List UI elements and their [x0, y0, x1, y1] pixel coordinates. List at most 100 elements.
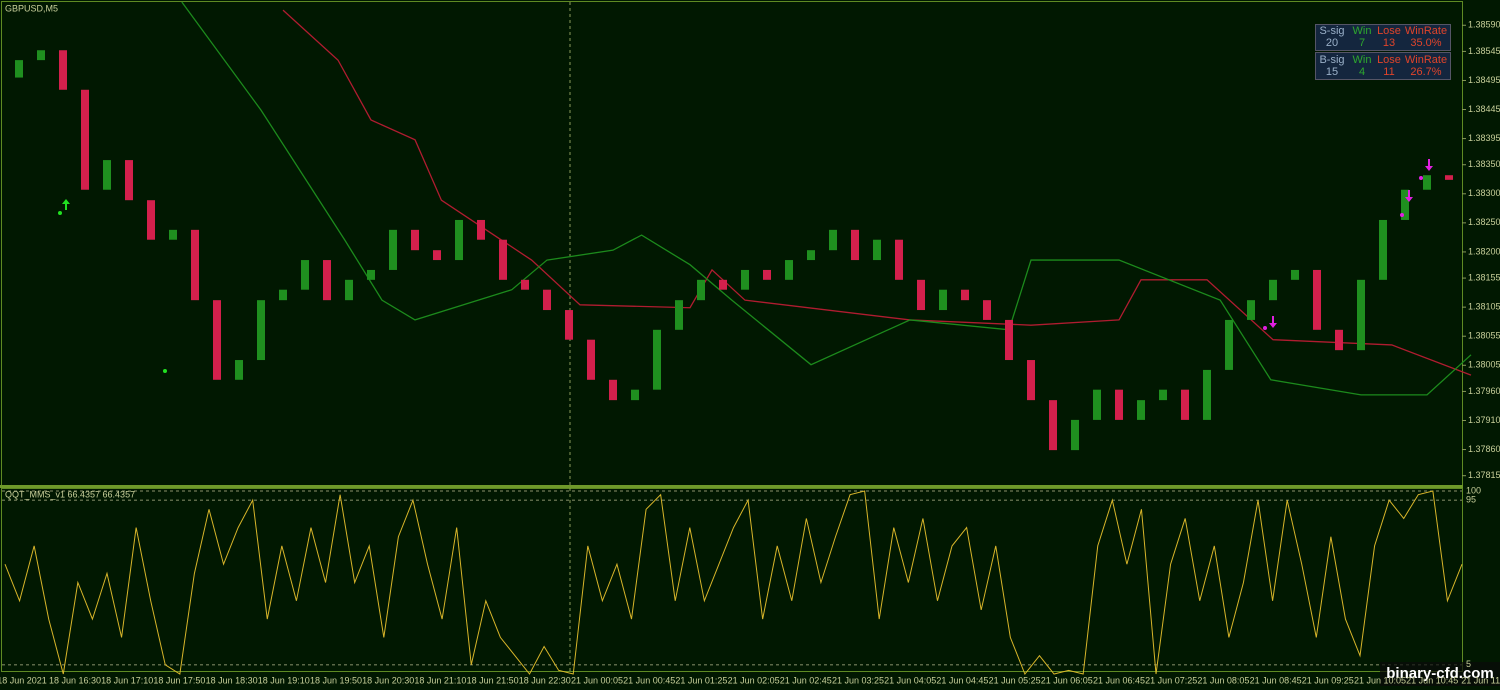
- cloud-line: [181, 1, 1472, 396]
- time-label: 18 Jun 19:50: [310, 675, 362, 685]
- y-tick-label: 5: [1466, 659, 1471, 669]
- time-label: 18 Jun 20:30: [362, 675, 414, 685]
- candle: [917, 279, 925, 311]
- candle: [477, 219, 485, 240]
- candle: [59, 50, 67, 90]
- stats-cell: 4: [1359, 66, 1365, 78]
- stats-cell: Win: [1353, 25, 1372, 37]
- candle: [345, 279, 353, 301]
- candle: [301, 260, 309, 290]
- candle: [103, 160, 111, 190]
- time-label: 18 Jun 21:10: [414, 675, 466, 685]
- stats-cell: WinRate: [1405, 25, 1447, 37]
- candle: [1247, 300, 1255, 320]
- time-label: 21 Jun 02:45: [780, 675, 832, 685]
- stats-cell: 35.0%: [1410, 37, 1441, 49]
- candle: [367, 269, 375, 280]
- y-tick-label: 1.37860: [1468, 444, 1500, 454]
- candle: [279, 289, 287, 301]
- y-tick-label: 1.38250: [1468, 217, 1500, 227]
- candle: [1093, 389, 1101, 420]
- y-tick-label: 1.38395: [1468, 133, 1500, 143]
- time-label: 21 Jun 10:45: [1406, 675, 1458, 685]
- candle: [961, 289, 969, 301]
- stats-cell: Lose: [1377, 54, 1401, 66]
- candle: [1137, 400, 1145, 420]
- candle: [1379, 219, 1387, 280]
- candle: [1027, 360, 1035, 401]
- time-label: 21 Jun 08:05: [1197, 675, 1249, 685]
- time-label: 21 Jun 01:25: [675, 675, 727, 685]
- candle: [499, 239, 507, 280]
- sell-arrow: [1269, 316, 1277, 328]
- marks: [2, 1, 1472, 675]
- candle: [807, 250, 815, 261]
- y-tick-label: 1.38590: [1468, 20, 1500, 30]
- candle: [125, 160, 133, 201]
- sell-arrow: [1425, 159, 1433, 171]
- stats-box: [1315, 52, 1451, 80]
- candle: [1445, 175, 1453, 180]
- signals: [58, 159, 1433, 373]
- indicator-panel: [1, 488, 1463, 672]
- y-tick-label: 1.37960: [1468, 386, 1500, 396]
- candle: [1071, 419, 1079, 451]
- time-label: 18 Jun 18:30: [206, 675, 258, 685]
- candle: [565, 310, 573, 340]
- candle: [1049, 400, 1057, 451]
- candle: [147, 200, 155, 240]
- candle: [1291, 269, 1299, 280]
- candle: [1203, 369, 1211, 420]
- sell-dot: [1263, 326, 1267, 330]
- candle: [257, 300, 265, 361]
- time-label: 21 Jun 08:45: [1250, 675, 1302, 685]
- y-tick-label: 1.37815: [1468, 470, 1500, 480]
- symbol-label: GBPUSD,M5: [5, 3, 58, 13]
- candle: [895, 239, 903, 280]
- time-label: 18 Jun 19:10: [258, 675, 310, 685]
- time-label: 21 Jun 07:25: [1145, 675, 1197, 685]
- candle: [235, 360, 243, 380]
- candle: [191, 229, 199, 301]
- watermark-bg: [1380, 662, 1500, 686]
- candle: [433, 250, 441, 261]
- candle: [1181, 389, 1189, 420]
- candle: [587, 339, 595, 380]
- time-label: 21 Jun 00:45: [623, 675, 675, 685]
- y-tick-label: 1.38155: [1468, 272, 1500, 282]
- time-label: 18 Jun 17:50: [153, 675, 205, 685]
- y-tick-label: 1.38005: [1468, 360, 1500, 370]
- candle: [763, 269, 771, 280]
- candle: [521, 279, 529, 290]
- candle: [81, 89, 89, 190]
- candle: [389, 229, 397, 270]
- candle: [983, 300, 991, 320]
- y-tick-label: 100: [1466, 485, 1481, 495]
- y-tick-label: 1.38200: [1468, 246, 1500, 256]
- stats-cell: S-sig: [1319, 25, 1344, 37]
- signal-stats: S-sig Win Lose WinRate 20 7 13 35.0% B-s…: [1315, 24, 1451, 80]
- time-label: 21 Jun 02:05: [728, 675, 780, 685]
- indicator-label: QQT_MMS_v1 66.4357 66.4357: [5, 489, 135, 499]
- y-tick-label: 1.38300: [1468, 188, 1500, 198]
- stats-cell: 7: [1359, 37, 1365, 49]
- candle: [939, 289, 947, 311]
- time-label: 18 Jun 17:10: [101, 675, 153, 685]
- candle: [1269, 279, 1277, 301]
- y-tick-label: 1.38545: [1468, 46, 1500, 56]
- watermark: binary-cfd.com: [1386, 665, 1494, 682]
- candle: [15, 60, 23, 78]
- candle: [1313, 269, 1321, 330]
- candle: [323, 260, 331, 301]
- oscillator-line: [4, 490, 1463, 675]
- stats-cell: B-sig: [1319, 54, 1344, 66]
- time-label: 21 Jun 11:2: [1461, 675, 1500, 685]
- candle: [213, 300, 221, 380]
- stats-cell: 20: [1326, 37, 1338, 49]
- buy-dot: [58, 211, 62, 215]
- time-label: 18 Jun 22:30: [519, 675, 571, 685]
- candle: [741, 269, 749, 290]
- stats-box: [1315, 24, 1451, 51]
